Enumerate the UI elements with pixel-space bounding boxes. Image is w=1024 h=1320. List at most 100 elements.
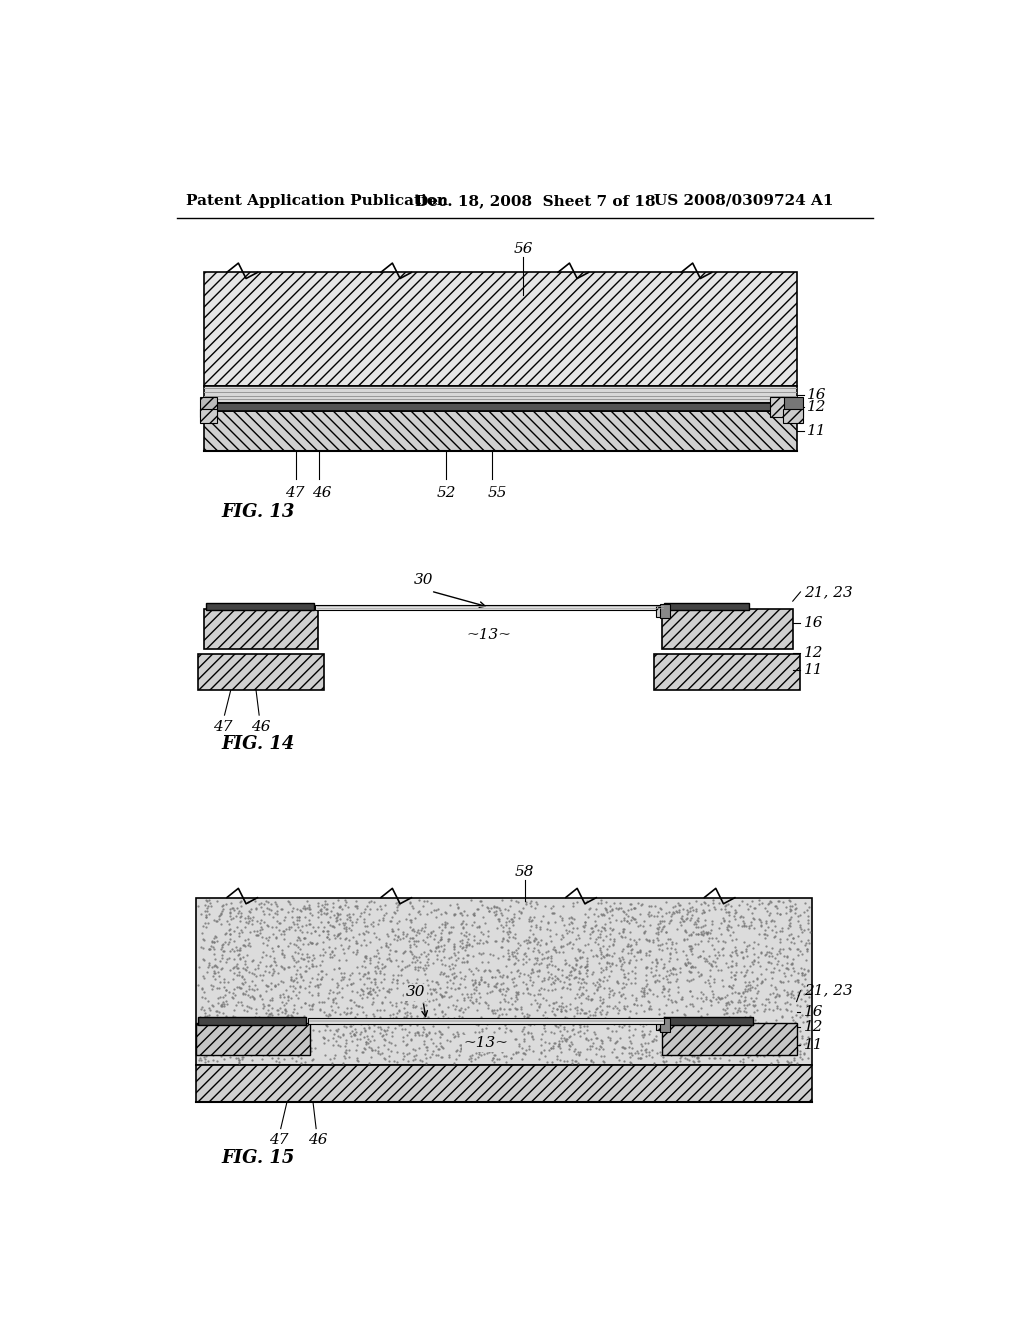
Point: [538, 896, 554, 917]
Point: [454, 998, 470, 1019]
Point: [429, 936, 445, 957]
Point: [433, 953, 450, 974]
Point: [297, 928, 313, 949]
Point: [335, 1024, 351, 1045]
Point: [639, 904, 655, 925]
Point: [566, 946, 583, 968]
Point: [569, 924, 586, 945]
Point: [585, 920, 601, 941]
Point: [714, 987, 730, 1008]
Point: [397, 1034, 414, 1055]
Point: [786, 987, 803, 1008]
Point: [521, 892, 538, 913]
Point: [271, 920, 288, 941]
Point: [617, 973, 634, 994]
Point: [327, 944, 343, 965]
Point: [632, 941, 648, 962]
Point: [314, 991, 331, 1012]
Point: [615, 966, 632, 987]
Point: [409, 931, 425, 952]
Point: [357, 899, 374, 920]
Point: [522, 1022, 539, 1043]
Point: [232, 909, 249, 931]
Point: [255, 1044, 271, 1065]
Point: [446, 1026, 463, 1047]
Point: [241, 962, 257, 983]
Point: [437, 1005, 454, 1026]
Point: [552, 1041, 568, 1063]
Point: [204, 931, 220, 952]
Point: [322, 1005, 338, 1026]
Point: [371, 909, 387, 931]
Point: [648, 952, 665, 973]
Point: [282, 891, 298, 912]
Point: [330, 924, 346, 945]
Point: [714, 1026, 730, 1047]
Point: [603, 919, 620, 940]
Point: [529, 892, 546, 913]
Point: [759, 1016, 775, 1038]
Point: [737, 1006, 754, 1027]
Point: [329, 925, 345, 946]
Point: [198, 900, 214, 921]
Point: [761, 991, 777, 1012]
Point: [452, 936, 468, 957]
Point: [242, 1008, 258, 1030]
Point: [707, 1011, 723, 1032]
Point: [286, 994, 302, 1015]
Point: [727, 965, 743, 986]
Point: [649, 985, 666, 1006]
Point: [211, 966, 227, 987]
Point: [569, 891, 586, 912]
Point: [212, 913, 228, 935]
Point: [221, 898, 238, 919]
Point: [581, 1001, 597, 1022]
Point: [656, 1002, 673, 1023]
Point: [386, 1035, 402, 1056]
Point: [583, 940, 599, 961]
Point: [645, 931, 662, 952]
Point: [503, 890, 519, 911]
Point: [485, 896, 502, 917]
Point: [750, 946, 766, 968]
Point: [228, 898, 245, 919]
Point: [790, 985, 806, 1006]
Point: [790, 945, 806, 966]
Point: [787, 1005, 804, 1026]
Point: [231, 900, 248, 921]
Point: [300, 1044, 316, 1065]
Point: [508, 1028, 524, 1049]
Point: [570, 968, 587, 989]
Point: [276, 1049, 293, 1071]
Point: [471, 1034, 487, 1055]
Point: [480, 952, 497, 973]
Point: [630, 1047, 646, 1068]
Point: [587, 932, 603, 953]
Point: [590, 919, 606, 940]
Point: [687, 956, 703, 977]
Point: [228, 994, 245, 1015]
Point: [774, 1040, 791, 1061]
Point: [668, 1024, 684, 1045]
Point: [784, 981, 801, 1002]
Point: [539, 1051, 555, 1072]
Point: [476, 961, 493, 982]
Point: [558, 1008, 574, 1030]
Point: [301, 982, 317, 1003]
Point: [477, 972, 494, 993]
Point: [339, 1002, 355, 1023]
Point: [765, 962, 781, 983]
Point: [403, 1005, 420, 1026]
Point: [567, 949, 584, 970]
Point: [723, 1019, 739, 1040]
Point: [301, 895, 317, 916]
Point: [408, 1048, 424, 1069]
Point: [589, 1028, 605, 1049]
Point: [719, 919, 735, 940]
Point: [729, 1012, 745, 1034]
Point: [417, 917, 433, 939]
Point: [399, 1034, 416, 1055]
Point: [628, 949, 644, 970]
Point: [570, 987, 587, 1008]
Point: [705, 890, 721, 911]
